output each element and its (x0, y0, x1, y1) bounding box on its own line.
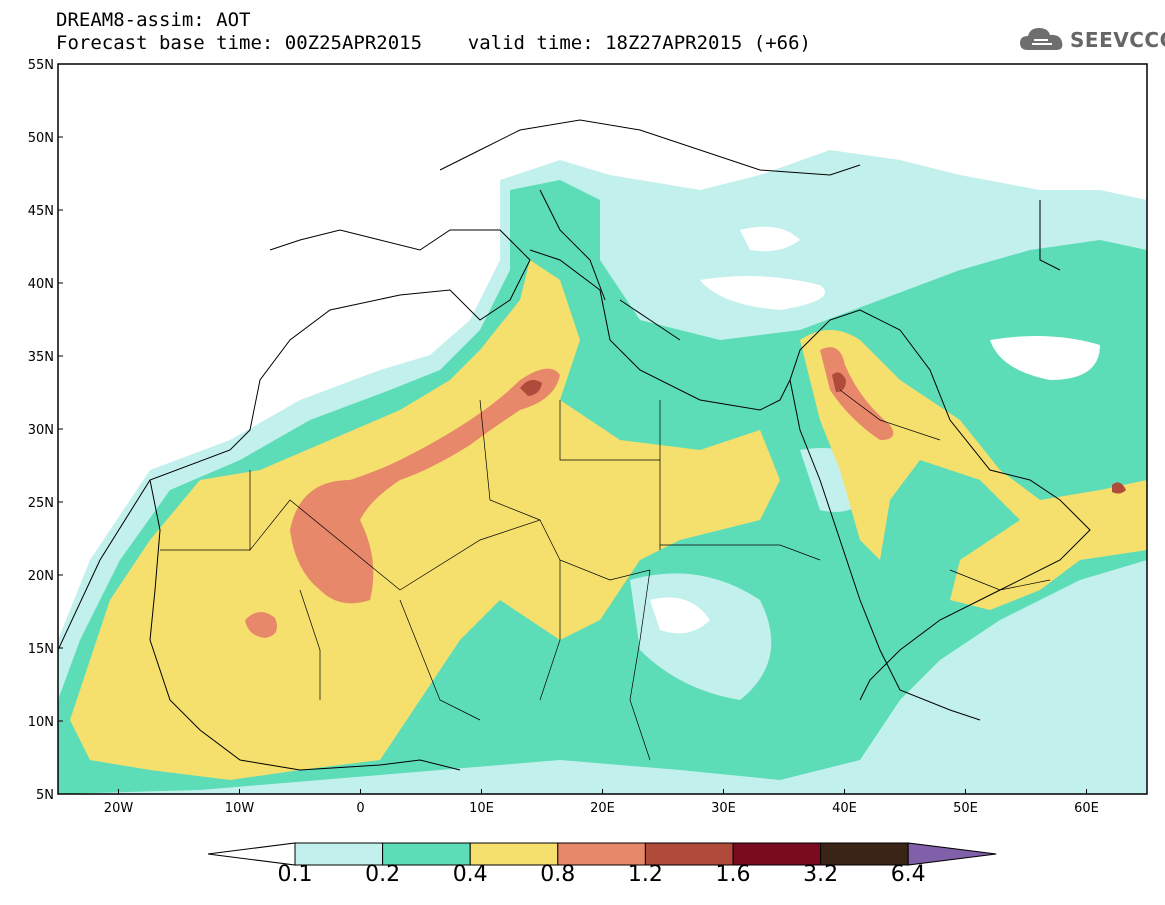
aot-band-0.4 (70, 260, 780, 780)
colorbar-label: 0.1 (277, 862, 313, 887)
colorbar-label: 6.4 (890, 862, 926, 887)
colorbar-label: 1.2 (627, 862, 663, 887)
country-borders (160, 389, 1051, 761)
lat-axis: 55N 50N 45N 40N 35N 30N 25N 20N 15N 10N 5N (28, 58, 63, 803)
lat-tick-label: 35N (28, 350, 54, 365)
lat-tick-label: 45N (28, 204, 54, 219)
colorbar-label: 1.6 (715, 862, 751, 887)
lon-tick-label: 40E (832, 801, 857, 816)
lat-tick-label: 10N (28, 715, 54, 730)
aot-field (58, 64, 1147, 794)
colorbar-arrow-high (907, 842, 997, 866)
lat-tick-label: 5N (36, 788, 54, 803)
lat-tick-label: 55N (28, 58, 54, 73)
lat-tick-label: 15N (28, 642, 54, 657)
colorbar-label: 0.4 (452, 862, 488, 887)
cloud-icon (1020, 28, 1063, 50)
lon-tick-label: 10E (469, 801, 494, 816)
lon-tick-label: 60E (1074, 801, 1099, 816)
lon-tick-label: 30E (711, 801, 736, 816)
lon-tick-label: 20W (104, 801, 134, 816)
colorbar-label: 0.8 (540, 862, 576, 887)
lon-axis: 20W 10W 0 10E 20E 30E 40E 50E 60E (104, 789, 1099, 816)
chart-title: DREAM8-assim: AOT (56, 9, 251, 31)
lat-tick-label: 50N (28, 131, 54, 146)
colorbar-label: 3.2 (803, 862, 839, 887)
lon-tick-label: 50E (953, 801, 978, 816)
logo-text: SEEVCCC (1070, 28, 1165, 52)
aot-band-1.2 (520, 379, 542, 396)
forecast-time-line: Forecast base time: 00Z25APR2015 valid t… (56, 32, 811, 54)
lat-tick-label: 30N (28, 423, 54, 438)
lon-tick-label: 20E (590, 801, 615, 816)
aot-band-0.8 (290, 368, 560, 604)
colorbar-label: 0.2 (365, 862, 401, 887)
lat-tick-label: 40N (28, 277, 54, 292)
lon-tick-label: 10W (225, 801, 255, 816)
seevccc-logo: SEEVCCC (1018, 22, 1165, 58)
lat-tick-label: 25N (28, 496, 54, 511)
lat-tick-label: 20N (28, 569, 54, 584)
lon-tick-label: 0 (356, 801, 364, 816)
